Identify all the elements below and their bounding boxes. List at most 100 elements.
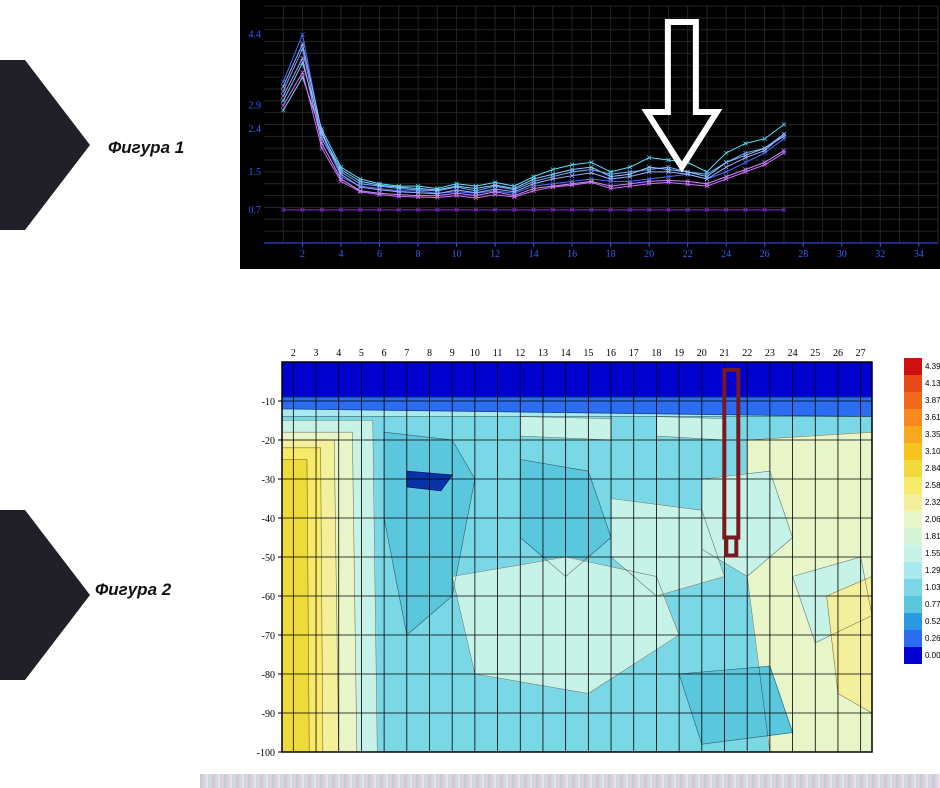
legend-value: 4.39 — [922, 362, 940, 371]
svg-text:14: 14 — [529, 249, 539, 260]
svg-text:28: 28 — [798, 249, 808, 260]
figure-1-label: Фигура 1 — [108, 138, 184, 158]
figure-2-contour: 2345678910111213141516171819202122232425… — [240, 340, 940, 770]
legend-swatch — [904, 494, 922, 511]
legend-value: 1.81 — [922, 532, 940, 541]
svg-text:-80: -80 — [262, 670, 275, 681]
legend-value: 1.29 — [922, 566, 940, 575]
legend-step: 2.58 — [904, 477, 940, 494]
legend-value: 3.35 — [922, 430, 940, 439]
legend-swatch — [904, 443, 922, 460]
legend-step: 2.06 — [904, 511, 940, 528]
legend-swatch — [904, 545, 922, 562]
svg-text:10: 10 — [452, 249, 462, 260]
svg-text:-20: -20 — [262, 436, 275, 447]
svg-text:-70: -70 — [262, 631, 275, 642]
legend-swatch — [904, 426, 922, 443]
legend-step: 0.00 — [904, 647, 940, 664]
legend-step: 1.55 — [904, 545, 940, 562]
svg-text:6: 6 — [377, 249, 382, 260]
svg-text:-10: -10 — [262, 397, 275, 408]
legend-value: 1.03 — [922, 583, 940, 592]
svg-text:0.7: 0.7 — [249, 205, 262, 216]
svg-text:13: 13 — [538, 348, 548, 359]
svg-text:4.4: 4.4 — [249, 29, 262, 40]
legend-step: 0.52 — [904, 613, 940, 630]
svg-text:-30: -30 — [262, 475, 275, 486]
svg-text:26: 26 — [833, 348, 843, 359]
figure-1-linechart: 2468101214161820222426283032340.71.52.42… — [240, 0, 940, 269]
svg-text:-50: -50 — [262, 553, 275, 564]
contour-svg: 2345678910111213141516171819202122232425… — [240, 340, 880, 760]
svg-text:2.9: 2.9 — [249, 101, 262, 112]
svg-text:5: 5 — [359, 348, 364, 359]
svg-text:9: 9 — [450, 348, 455, 359]
legend-value: 1.55 — [922, 549, 940, 558]
legend-step: 4.39 — [904, 358, 940, 375]
svg-text:4: 4 — [336, 348, 341, 359]
legend-value: 3.87 — [922, 396, 940, 405]
svg-text:14: 14 — [561, 348, 571, 359]
legend-value: 2.32 — [922, 498, 940, 507]
legend-value: 0.77 — [922, 600, 940, 609]
linechart-svg: 2468101214161820222426283032340.71.52.42… — [242, 2, 940, 267]
legend-step: 0.26 — [904, 630, 940, 647]
svg-text:18: 18 — [651, 348, 661, 359]
legend-step: 1.81 — [904, 528, 940, 545]
legend-swatch — [904, 630, 922, 647]
legend-value: 3.61 — [922, 413, 940, 422]
legend-swatch — [904, 613, 922, 630]
legend-step: 3.61 — [904, 409, 940, 426]
legend-step: 2.84 — [904, 460, 940, 477]
svg-text:-60: -60 — [262, 592, 275, 603]
svg-text:22: 22 — [683, 249, 693, 260]
svg-text:16: 16 — [567, 249, 577, 260]
legend-step: 1.03 — [904, 579, 940, 596]
svg-text:10: 10 — [470, 348, 480, 359]
legend-step: 3.35 — [904, 426, 940, 443]
svg-text:25: 25 — [810, 348, 820, 359]
svg-text:18: 18 — [606, 249, 616, 260]
legend-value: 2.06 — [922, 515, 940, 524]
legend-value: 2.58 — [922, 481, 940, 490]
svg-text:24: 24 — [721, 249, 731, 260]
svg-text:1.5: 1.5 — [249, 167, 262, 178]
legend-swatch — [904, 460, 922, 477]
legend-swatch — [904, 358, 922, 375]
legend-swatch — [904, 579, 922, 596]
chevron-decor-1 — [0, 60, 90, 230]
svg-text:20: 20 — [697, 348, 707, 359]
figure-2-label: Фигура 2 — [95, 580, 171, 600]
legend-step: 3.10 — [904, 443, 940, 460]
svg-text:8: 8 — [427, 348, 432, 359]
svg-text:22: 22 — [742, 348, 752, 359]
legend-step: 4.13 — [904, 375, 940, 392]
legend-swatch — [904, 647, 922, 664]
legend-swatch — [904, 375, 922, 392]
svg-text:32: 32 — [875, 249, 885, 260]
svg-text:17: 17 — [629, 348, 639, 359]
legend-swatch — [904, 511, 922, 528]
svg-text:8: 8 — [416, 249, 421, 260]
legend-value: 0.52 — [922, 617, 940, 626]
legend-swatch — [904, 528, 922, 545]
legend-swatch — [904, 562, 922, 579]
page-root: Фигура 1 Фигура 2 2468101214161820222426… — [0, 0, 940, 788]
svg-text:7: 7 — [404, 348, 409, 359]
legend-value: 4.13 — [922, 379, 940, 388]
contour-legend: 4.39 4.13 3.87 3.61 3.35 3.102.84 2.58 2.32 2.06… — [904, 358, 940, 664]
svg-text:26: 26 — [760, 249, 770, 260]
svg-text:2: 2 — [300, 249, 305, 260]
svg-text:20: 20 — [644, 249, 654, 260]
svg-text:27: 27 — [856, 348, 866, 359]
svg-text:23: 23 — [765, 348, 775, 359]
svg-text:4: 4 — [339, 249, 344, 260]
svg-text:24: 24 — [788, 348, 798, 359]
svg-text:-90: -90 — [262, 709, 275, 720]
legend-value: 0.26 — [922, 634, 940, 643]
svg-text:2: 2 — [291, 348, 296, 359]
noise-strip — [200, 774, 940, 788]
legend-value: 0.00 — [922, 651, 940, 660]
svg-text:-40: -40 — [262, 514, 275, 525]
legend-step: 1.29 — [904, 562, 940, 579]
